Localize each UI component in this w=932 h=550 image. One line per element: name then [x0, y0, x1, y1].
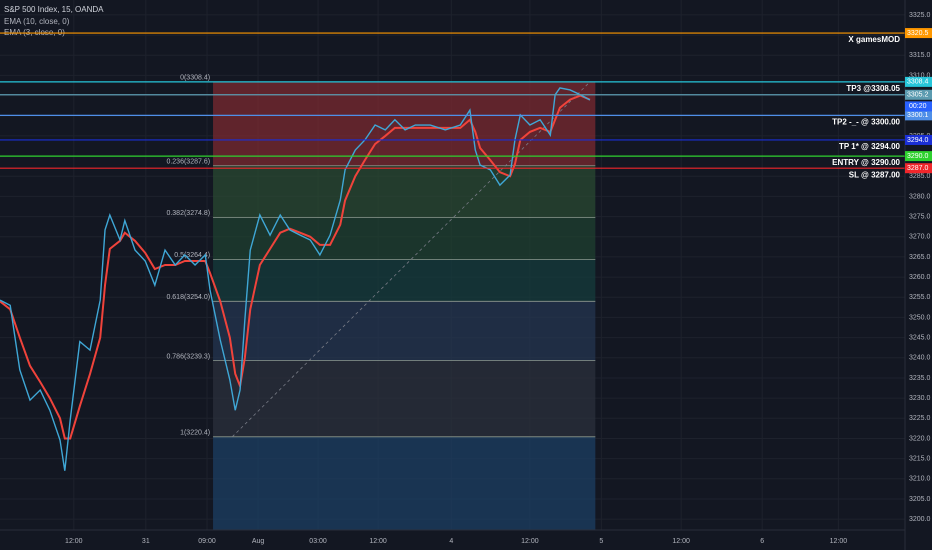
fib-label: 0.382(3274.8) — [166, 210, 210, 217]
y-tick-label: 3215.0 — [909, 455, 931, 462]
price-tag-label: 3300.1 — [907, 112, 929, 119]
y-tick-label: 3225.0 — [909, 415, 931, 422]
fib-label: 1(3220.4) — [180, 430, 210, 437]
price-tag-label: 3305.2 — [907, 92, 929, 99]
x-tick-label: 12:00 — [830, 538, 848, 545]
x-tick-label: 31 — [142, 538, 150, 545]
y-tick-label: 3275.0 — [909, 213, 931, 220]
y-tick-label: 3260.0 — [909, 274, 931, 281]
x-tick-label: 5 — [599, 538, 603, 545]
series-line — [0, 94, 591, 440]
x-tick-label: 03:00 — [309, 538, 327, 545]
chart-title: S&P 500 Index, 15, OANDA — [4, 5, 104, 14]
y-tick-label: 3315.0 — [909, 52, 931, 59]
level-label: TP 1* @ 3294.00 — [839, 142, 901, 151]
y-tick-label: 3255.0 — [909, 294, 931, 301]
level-label: SL @ 3287.00 — [849, 170, 901, 179]
fib-zone — [213, 436, 596, 530]
fib-zone — [213, 360, 596, 437]
fib-label: 0.786(3239.3) — [166, 353, 210, 360]
x-tick-label: 12:00 — [369, 538, 387, 545]
y-tick-label: 3220.0 — [909, 435, 931, 442]
fib-zone — [213, 301, 596, 361]
y-tick-label: 3200.0 — [909, 516, 931, 523]
price-tag — [905, 76, 932, 87]
level-label: X gamesMOD — [848, 35, 900, 44]
price-tag — [905, 134, 932, 145]
x-tick-label: Aug — [252, 538, 265, 545]
y-tick-label: 3210.0 — [909, 476, 931, 483]
level-label: TP2 -_- @ 3300.00 — [832, 117, 900, 126]
x-tick-label: 4 — [449, 538, 453, 545]
y-tick-label: 3285.0 — [909, 173, 931, 180]
y-tick-label: 3270.0 — [909, 234, 931, 241]
fib-zone — [213, 165, 596, 218]
price-tag-label: 3308.4 — [907, 79, 929, 86]
y-tick-label: 3310.0 — [909, 72, 931, 79]
series-line — [0, 87, 591, 471]
fib-label: 0.236(3287.6) — [166, 159, 210, 166]
y-tick-label: 3280.0 — [909, 193, 931, 200]
countdown-tag — [905, 101, 932, 112]
fib-zone — [213, 217, 596, 260]
fib-label: 0(3308.4) — [180, 75, 210, 82]
y-tick-label: 3205.0 — [909, 496, 931, 503]
y-tick-label: 3250.0 — [909, 314, 931, 321]
price-tag — [905, 163, 932, 174]
price-tag — [905, 110, 932, 121]
price-tag — [905, 89, 932, 100]
y-tick-label: 3325.0 — [909, 12, 931, 19]
fib-label: 0.618(3254.0) — [166, 294, 210, 301]
level-label: ENTRY @ 3290.00 — [832, 158, 900, 167]
x-tick-label: 12:00 — [65, 538, 83, 545]
x-tick-label: 12:00 — [672, 538, 690, 545]
y-tick-label: 3240.0 — [909, 355, 931, 362]
price-tag — [905, 28, 932, 39]
x-tick-label: 12:00 — [521, 538, 539, 545]
fib-label: 0.5(3264.4) — [174, 252, 210, 259]
y-tick-label: 3245.0 — [909, 334, 931, 341]
price-tag — [905, 151, 932, 162]
y-tick-label: 3230.0 — [909, 395, 931, 402]
y-tick-label: 3235.0 — [909, 375, 931, 382]
level-label: TP3 @3308.05 — [846, 84, 900, 93]
x-axis-area — [0, 530, 932, 550]
x-tick-label: 09:00 — [198, 538, 216, 545]
price-tag-label: 3320.5 — [907, 30, 929, 37]
price-tag-label: 3290.0 — [907, 153, 929, 160]
x-tick-label: 6 — [760, 538, 764, 545]
price-tag-label: 3287.0 — [907, 165, 929, 172]
countdown: 00:20 — [909, 103, 927, 110]
price-tag-label: 3294.0 — [907, 137, 929, 144]
y-tick-label: 3265.0 — [909, 254, 931, 261]
legend-entry: EMA (10, close, 0) — [4, 17, 70, 26]
